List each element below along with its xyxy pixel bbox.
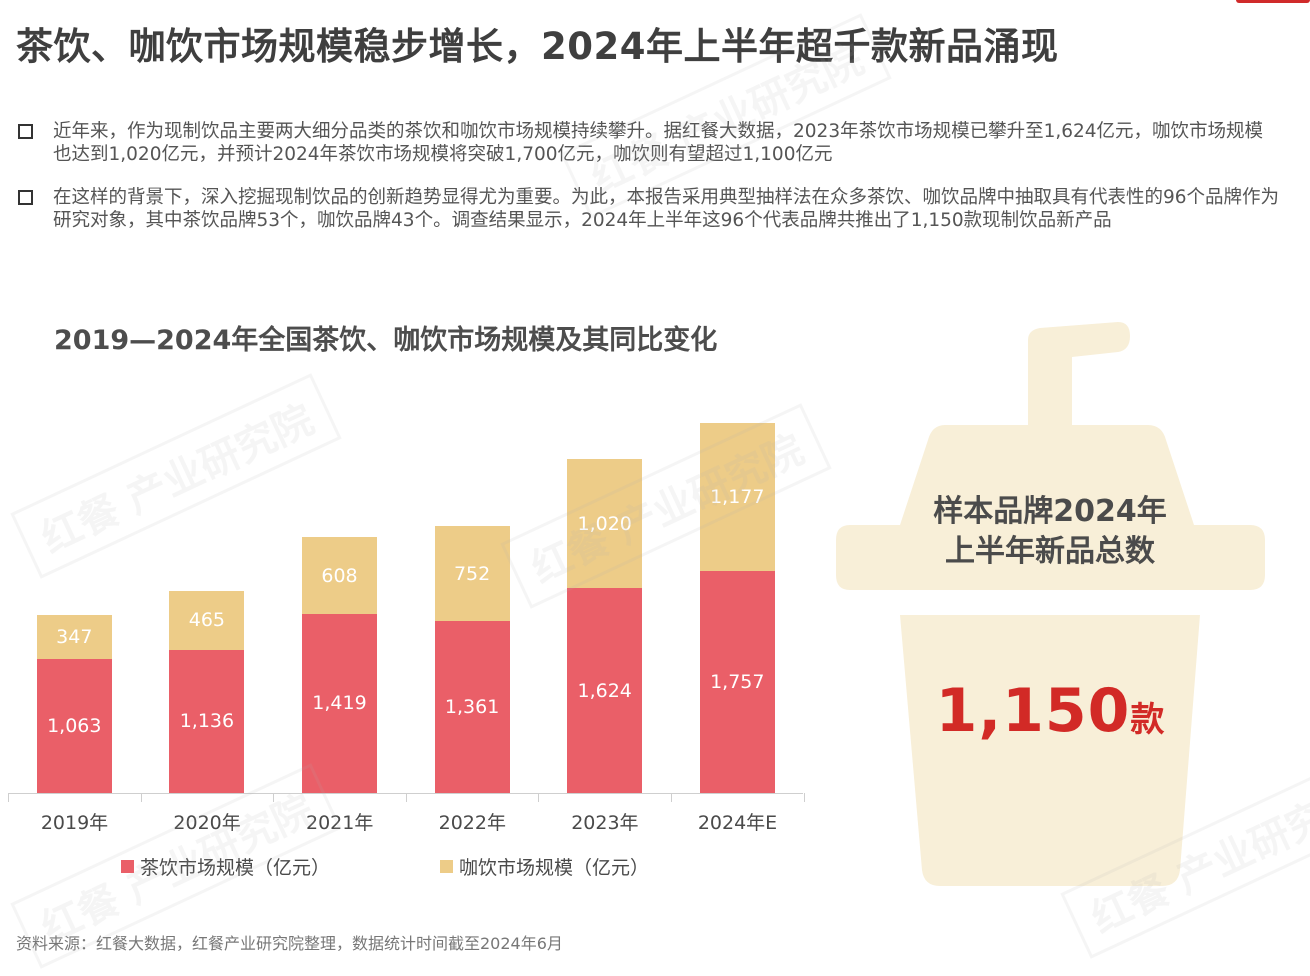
bar-segment-tea: 1,624: [567, 588, 643, 793]
bar-segment-coffee: 608: [302, 537, 377, 614]
bar-segment-tea: 1,361: [434, 621, 510, 793]
data-label: 1,624: [577, 679, 632, 702]
data-label: 1,361: [444, 696, 500, 719]
bar-segment-coffee: 465: [169, 590, 245, 650]
bar-segment-tea: 1,063: [36, 658, 112, 793]
x-axis-tick: [8, 793, 9, 802]
callout-label: 样本品牌2024年 上半年新品总数: [880, 492, 1220, 572]
legend-label-coffee: 咖饮市场规模（亿元）: [459, 857, 650, 879]
bar-segment-coffee: 752: [434, 526, 510, 622]
chart-title: 2019—2024年全国茶饮、咖饮市场规模及其同比变化: [54, 325, 718, 356]
stacked-bar-chart: 1,063 347 2019年 1,136 465 2020年 1,419 608 2021年 1…: [8, 422, 805, 834]
data-label: 608: [321, 564, 358, 587]
square-bullet-icon: [18, 124, 33, 139]
x-axis-tick: [405, 793, 407, 802]
data-label: 752: [453, 562, 491, 585]
x-axis-tick: [140, 793, 142, 802]
x-axis-line: [8, 793, 803, 794]
x-axis-tick: [803, 793, 805, 802]
data-label: 1,177: [710, 485, 765, 508]
x-axis-label: 2022年: [438, 812, 506, 834]
top-accent-bar: [1236, 0, 1310, 3]
legend-item-coffee: 咖饮市场规模（亿元）: [440, 853, 649, 880]
x-axis-tick: [671, 793, 672, 802]
data-label: 1,136: [179, 710, 235, 733]
bar-segment-tea: 1,419: [302, 613, 377, 793]
x-axis-label: 2019年: [40, 812, 109, 834]
page-title: 茶饮、咖饮市场规模稳步增长，2024年上半年超千款新品涌现: [16, 25, 1059, 68]
data-label: 347: [56, 625, 93, 648]
callout-label-line1: 样本品牌2024年: [933, 494, 1167, 529]
x-axis-label: 2024年E: [697, 812, 778, 834]
count-unit: 款: [1130, 700, 1165, 740]
x-axis-label: 2023年: [571, 812, 639, 834]
bullet-text: 近年来，作为现制饮品主要两大细分品类的茶饮和咖饮市场规模持续攀升。据红餐大数据，…: [53, 121, 1264, 165]
bar-segment-coffee: 1,020: [567, 459, 643, 589]
x-axis-tick: [273, 793, 275, 802]
x-axis-tick: [538, 793, 540, 802]
legend-swatch-coffee: [440, 860, 453, 873]
bullet-item: 在这样的背景下，深入挖掘现制饮品的创新趋势显得尤为重要。为此，本报告采用典型抽样…: [18, 186, 1280, 232]
legend-item-tea: 茶饮市场规模（亿元）: [121, 853, 330, 880]
legend-swatch-tea: [121, 860, 134, 873]
data-label: 1,419: [312, 692, 367, 715]
data-label: 1,020: [577, 512, 632, 535]
bar-segment-tea: 1,136: [169, 649, 245, 793]
callout-label-line2: 上半年新品总数: [945, 534, 1155, 569]
bullet-list: 近年来，作为现制饮品主要两大细分品类的茶饮和咖饮市场规模持续攀升。据红餐大数据，…: [18, 120, 1280, 252]
callout-value: 1,150款: [900, 676, 1200, 746]
square-bullet-icon: [18, 190, 33, 205]
data-label: 465: [188, 609, 226, 632]
x-axis-label: 2021年: [306, 812, 374, 834]
data-label: 1,757: [710, 671, 765, 694]
legend-label-tea: 茶饮市场规模（亿元）: [140, 857, 331, 879]
bar-segment-coffee: 347: [36, 615, 112, 659]
bullet-text: 在这样的背景下，深入挖掘现制饮品的创新趋势显得尤为重要。为此，本报告采用典型抽样…: [53, 187, 1280, 231]
bar-segment-tea: 1,757: [699, 571, 775, 793]
x-axis-label: 2020年: [173, 812, 241, 834]
bullet-item: 近年来，作为现制饮品主要两大细分品类的茶饮和咖饮市场规模持续攀升。据红餐大数据，…: [18, 120, 1280, 166]
data-label: 1,063: [47, 714, 102, 737]
new-product-count: 1,150: [935, 676, 1131, 746]
data-source-note: 资料来源：红餐大数据，红餐产业研究院整理，数据统计时间截至2024年6月: [16, 934, 563, 953]
bar-segment-coffee: 1,177: [699, 422, 775, 572]
